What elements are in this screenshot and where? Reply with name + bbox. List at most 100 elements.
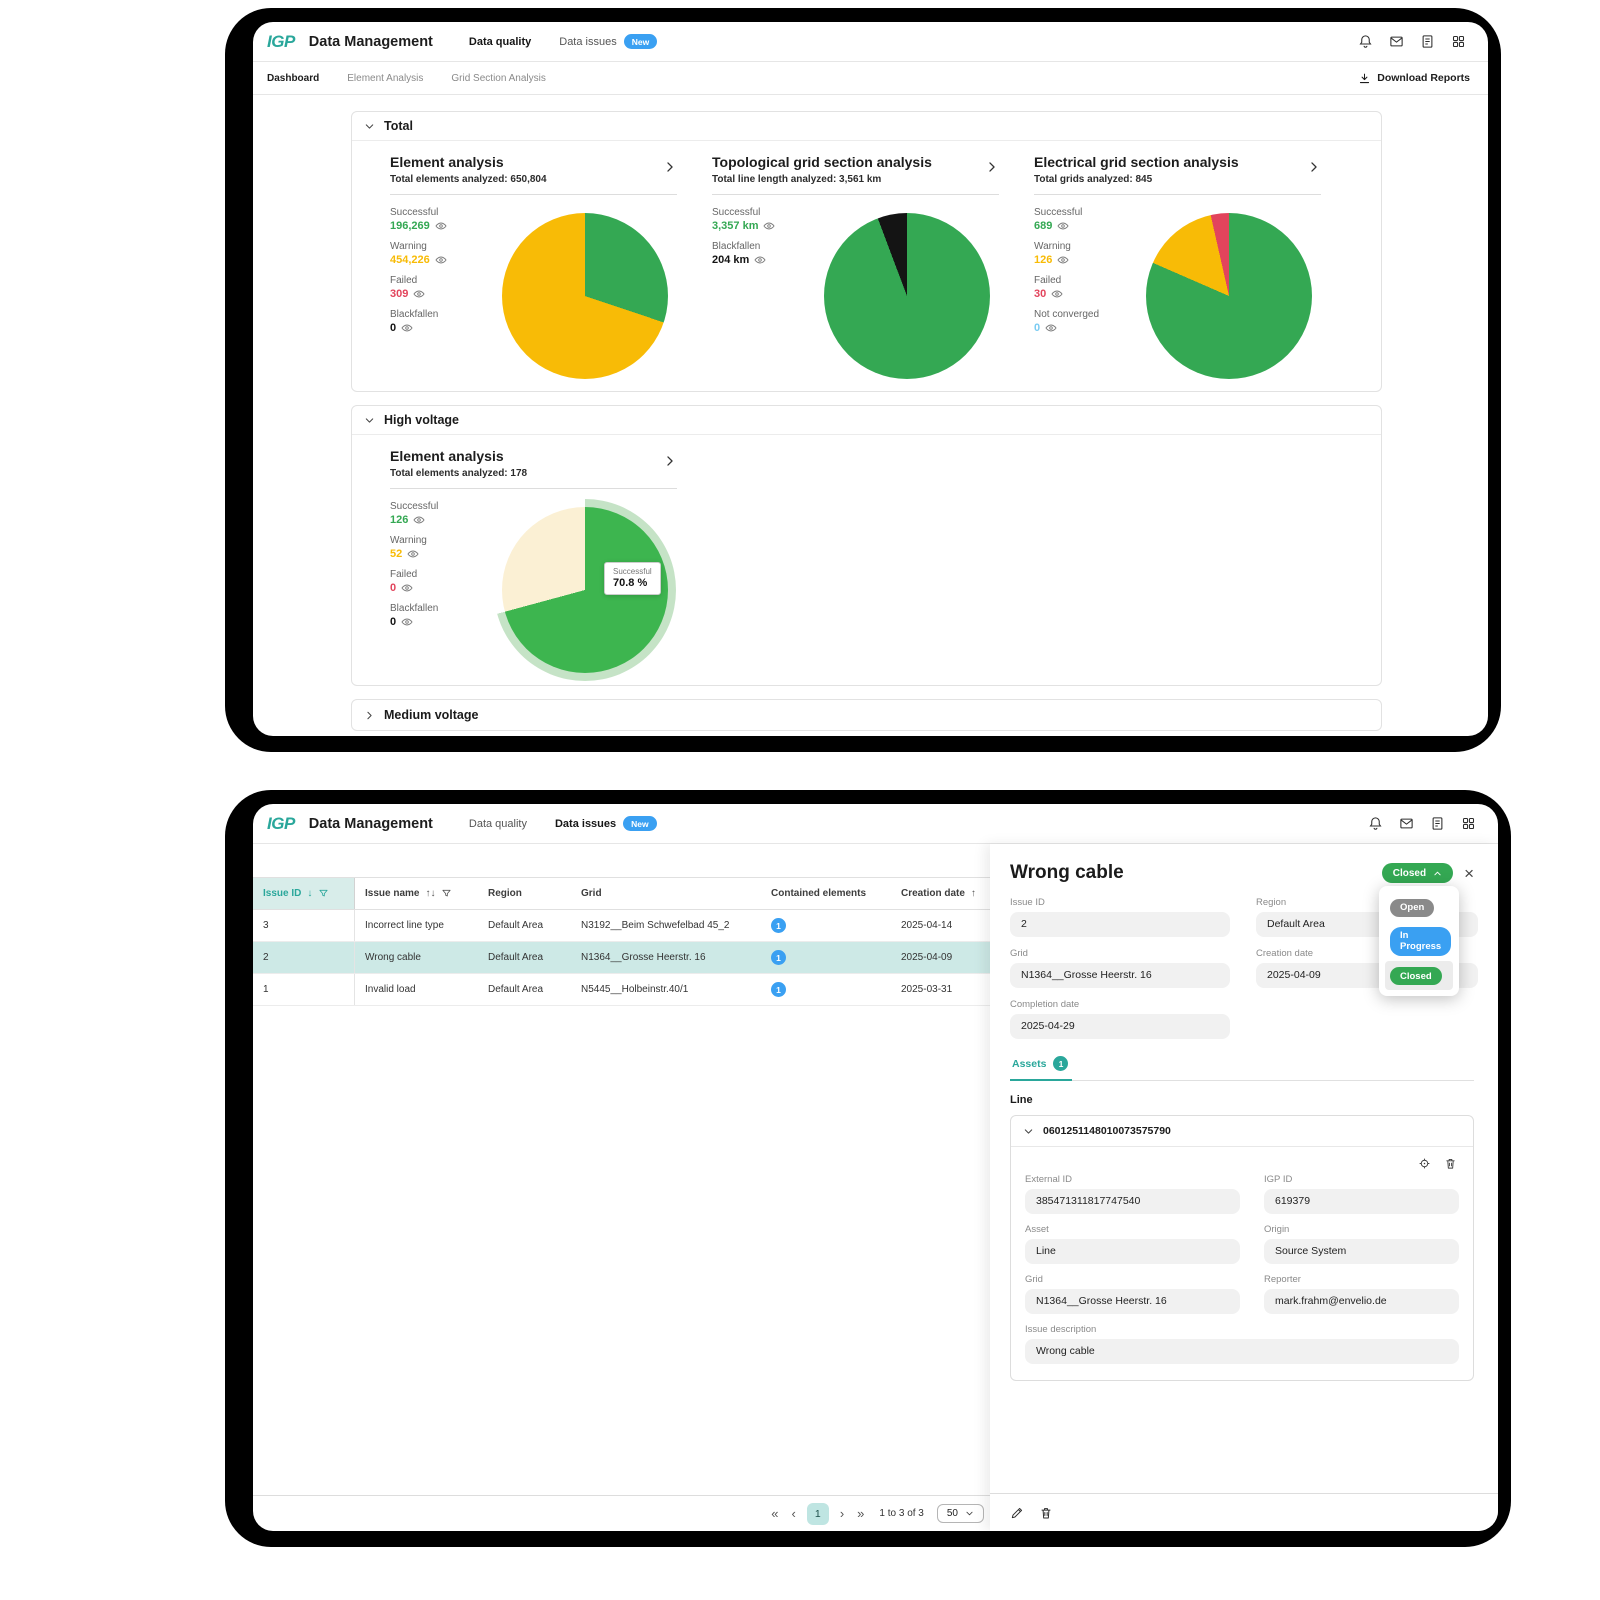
pie-topological-analysis[interactable] xyxy=(824,213,990,379)
mail-icon[interactable] xyxy=(1399,816,1414,831)
table-row-selected[interactable]: 2 Wrong cable Default Area N1364__Grosse… xyxy=(253,942,990,974)
status-option-in-progress[interactable]: In Progress xyxy=(1385,922,1453,961)
last-page-button[interactable]: » xyxy=(857,1506,865,1521)
eye-icon[interactable] xyxy=(407,548,419,560)
mail-icon[interactable] xyxy=(1389,34,1404,49)
asset-card-header[interactable]: 0601251148010073575790 xyxy=(1011,1116,1473,1147)
col-header-contained-elements[interactable]: Contained elements xyxy=(761,878,891,909)
status-option-closed[interactable]: Closed xyxy=(1385,960,1453,990)
col-header-issue-name[interactable]: Issue name ↑↓ xyxy=(355,878,478,909)
prev-page-button[interactable]: ‹ xyxy=(791,1506,796,1521)
external-id-field[interactable]: 385471311817747540 xyxy=(1025,1189,1240,1214)
eye-icon[interactable] xyxy=(754,254,766,266)
current-page-button[interactable]: 1 xyxy=(806,1502,829,1525)
field-reporter: Reporter mark.frahm@envelio.de xyxy=(1264,1274,1459,1314)
bell-icon[interactable] xyxy=(1368,816,1383,831)
stat-successful: Successful 689 xyxy=(1034,207,1083,232)
dashboard-tabbar: Dashboard Element Analysis Grid Section … xyxy=(253,62,1488,95)
pie-electrical-analysis[interactable] xyxy=(1146,213,1312,379)
apps-grid-icon[interactable] xyxy=(1451,34,1466,49)
issue-id-field[interactable]: 2 xyxy=(1010,912,1230,937)
status-dropdown-button[interactable]: Closed xyxy=(1381,863,1454,883)
asset-grid-field[interactable]: N1364__Grosse Heerstr. 16 xyxy=(1025,1289,1240,1314)
eye-icon[interactable] xyxy=(401,616,413,628)
edit-pencil-icon[interactable] xyxy=(1010,1506,1024,1520)
status-option-open[interactable]: Open xyxy=(1385,892,1453,922)
stat-successful: Successful 126 xyxy=(390,501,439,526)
filter-icon[interactable] xyxy=(441,888,452,899)
download-reports-button[interactable]: Download Reports xyxy=(1358,72,1470,85)
eye-icon[interactable] xyxy=(401,582,413,594)
col-header-grid[interactable]: Grid xyxy=(571,878,761,909)
table-row[interactable]: 3 Incorrect line type Default Area N3192… xyxy=(253,910,990,942)
eye-icon[interactable] xyxy=(1057,220,1069,232)
eye-icon[interactable] xyxy=(401,322,413,334)
table-row[interactable]: 1 Invalid load Default Area N5445__Holbe… xyxy=(253,974,990,1006)
page-size-value: 50 xyxy=(946,1508,958,1519)
eye-icon[interactable] xyxy=(413,288,425,300)
sort-desc-icon[interactable]: ↓ xyxy=(307,888,313,899)
delete-trash-icon[interactable] xyxy=(1039,1506,1053,1520)
section-high-voltage-header[interactable]: High voltage xyxy=(352,406,1381,435)
contained-elements-badge[interactable]: 1 xyxy=(771,950,786,965)
nav-data-issues[interactable]: Data issues New xyxy=(559,34,658,49)
bell-icon[interactable] xyxy=(1358,34,1373,49)
page-size-select[interactable]: 50 xyxy=(936,1504,984,1523)
origin-field[interactable]: Source System xyxy=(1264,1239,1459,1264)
completion-date-field[interactable]: 2025-04-29 xyxy=(1010,1014,1230,1039)
issue-title: Wrong cable xyxy=(1010,862,1124,883)
filter-icon[interactable] xyxy=(318,888,329,899)
eye-icon[interactable] xyxy=(413,514,425,526)
chevron-right-icon[interactable] xyxy=(1307,160,1321,174)
tab-element-analysis[interactable]: Element Analysis xyxy=(347,72,424,84)
eye-icon[interactable] xyxy=(1051,288,1063,300)
field-origin: Origin Source System xyxy=(1264,1224,1459,1264)
igp-id-field[interactable]: 619379 xyxy=(1264,1189,1459,1214)
apps-grid-icon[interactable] xyxy=(1461,816,1476,831)
issue-description-field[interactable]: Wrong cable xyxy=(1025,1339,1459,1364)
nav-data-quality[interactable]: Data quality xyxy=(468,817,527,830)
stat-failed: Failed 0 xyxy=(390,569,418,594)
section-medium-voltage[interactable]: Medium voltage xyxy=(351,699,1382,731)
asset-type-field[interactable]: Line xyxy=(1025,1239,1240,1264)
asset-group-label: Line xyxy=(1010,1094,1033,1106)
contained-elements-badge[interactable]: 1 xyxy=(771,982,786,997)
pie-element-analysis-total[interactable] xyxy=(502,213,668,379)
tab-dashboard[interactable]: Dashboard xyxy=(267,72,320,84)
contained-elements-badge[interactable]: 1 xyxy=(771,918,786,933)
chevron-right-icon[interactable] xyxy=(663,160,677,174)
pie-element-analysis-hv[interactable]: Successful 70.8 % xyxy=(494,499,676,681)
cell-creation-date: 2025-04-14 xyxy=(901,920,953,931)
grid-field[interactable]: N1364__Grosse Heerstr. 16 xyxy=(1010,963,1230,988)
col-header-issue-id[interactable]: Issue ID ↓ xyxy=(253,878,355,909)
eye-icon[interactable] xyxy=(763,220,775,232)
eye-icon[interactable] xyxy=(435,220,447,232)
next-page-button[interactable]: › xyxy=(839,1506,845,1521)
reporter-field[interactable]: mark.frahm@envelio.de xyxy=(1264,1289,1459,1314)
cell-region: Default Area xyxy=(488,952,544,963)
eye-icon[interactable] xyxy=(1057,254,1069,266)
document-icon[interactable] xyxy=(1430,816,1445,831)
chevron-right-icon[interactable] xyxy=(663,454,677,468)
nav-data-quality[interactable]: Data quality xyxy=(468,35,532,48)
first-page-button[interactable]: « xyxy=(771,1506,779,1521)
app-bar-icons xyxy=(1368,816,1476,831)
chevron-right-icon[interactable] xyxy=(985,160,999,174)
chevron-down-icon xyxy=(365,417,374,423)
document-icon[interactable] xyxy=(1420,34,1435,49)
col-header-creation-date[interactable]: Creation date ↑ xyxy=(891,878,990,909)
nav-data-issues[interactable]: Data issues New xyxy=(555,816,657,831)
close-icon[interactable]: × xyxy=(1464,863,1474,883)
delete-asset-icon[interactable] xyxy=(1444,1157,1457,1170)
sort-icon[interactable]: ↑↓ xyxy=(425,888,436,899)
sort-asc-icon[interactable]: ↑ xyxy=(970,888,976,899)
tab-assets[interactable]: Assets 1 xyxy=(1010,1056,1073,1081)
section-total-header[interactable]: Total xyxy=(352,112,1381,141)
tab-grid-section-analysis[interactable]: Grid Section Analysis xyxy=(451,72,546,84)
stats-list: Successful 3,357 km Blackfallen 204 km xyxy=(712,205,812,379)
locate-on-map-icon[interactable] xyxy=(1418,1157,1431,1170)
main-nav: Data quality Data issues New xyxy=(468,34,658,49)
eye-icon[interactable] xyxy=(435,254,447,266)
col-header-region[interactable]: Region xyxy=(478,878,571,909)
eye-icon[interactable] xyxy=(1045,322,1057,334)
